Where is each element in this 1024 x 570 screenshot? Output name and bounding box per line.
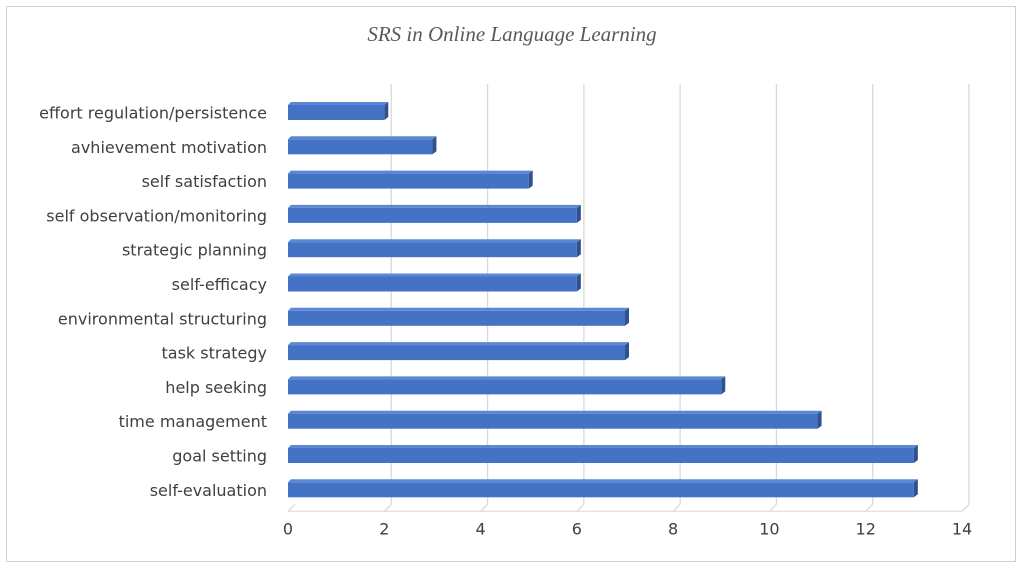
bar-side [576, 204, 581, 223]
category-label: self-evaluation [150, 481, 267, 500]
x-tick-label: 4 [475, 519, 485, 538]
bar [288, 482, 914, 498]
bar-top [288, 307, 629, 311]
bar [288, 379, 722, 395]
chart-title: SRS in Online Language Learning [367, 22, 657, 46]
category-label: goal setting [172, 447, 267, 466]
bar [288, 105, 385, 120]
x-tick-label: 0 [283, 519, 293, 538]
gridline-floor [287, 503, 296, 512]
bar [288, 207, 577, 223]
gridline-floor [480, 503, 489, 512]
bar-side [625, 342, 629, 361]
bar-side [625, 307, 629, 326]
bar-side [913, 479, 918, 498]
bar-top [288, 204, 581, 208]
bar-top [288, 376, 726, 380]
category-label: help seeking [165, 378, 267, 397]
category-label: self-efficacy [172, 275, 267, 294]
bar [288, 448, 914, 463]
gridline-floor [768, 503, 777, 512]
category-label: time management [119, 412, 267, 431]
bar-top [288, 102, 389, 105]
bar-side [432, 136, 437, 155]
x-tick-label: 14 [952, 519, 972, 538]
category-label: self observation/monitoring [46, 206, 267, 225]
gridline-floor [576, 503, 585, 512]
category-label: environmental structuring [58, 309, 267, 328]
bar-side [721, 376, 726, 395]
bar [288, 310, 625, 326]
bar [288, 413, 818, 429]
bar [288, 139, 433, 155]
x-tick-label: 10 [759, 519, 779, 538]
gridline-floor [383, 503, 392, 512]
category-label: effort regulation/persistence [39, 104, 267, 123]
category-label: avhievement motivation [71, 138, 267, 157]
bar-top [288, 479, 918, 483]
bar-top [288, 239, 581, 243]
category-label: strategic planning [122, 241, 267, 260]
category-label: task strategy [162, 344, 268, 363]
bar [288, 173, 529, 189]
bar-top [288, 273, 581, 277]
gridline-floor [961, 503, 970, 512]
bar-top [288, 445, 918, 448]
gridline-floor [672, 503, 681, 512]
bar-top [288, 410, 822, 414]
bar-side [576, 239, 581, 258]
bar [288, 345, 625, 361]
gridline-floor [865, 503, 874, 512]
bar-side [528, 170, 533, 189]
bar [288, 242, 577, 258]
bar-top [288, 170, 533, 174]
x-tick-label: 2 [379, 519, 389, 538]
x-tick-label: 8 [668, 519, 678, 538]
x-tick-label: 6 [572, 519, 582, 538]
bar-top [288, 342, 629, 346]
bar-side [576, 273, 581, 292]
bar [288, 276, 577, 292]
bar-side [817, 410, 822, 429]
x-tick-label: 12 [856, 519, 876, 538]
bar-top [288, 136, 437, 140]
bar-side [913, 445, 918, 463]
bar-side [384, 102, 389, 120]
category-label: self satisfaction [142, 172, 267, 191]
